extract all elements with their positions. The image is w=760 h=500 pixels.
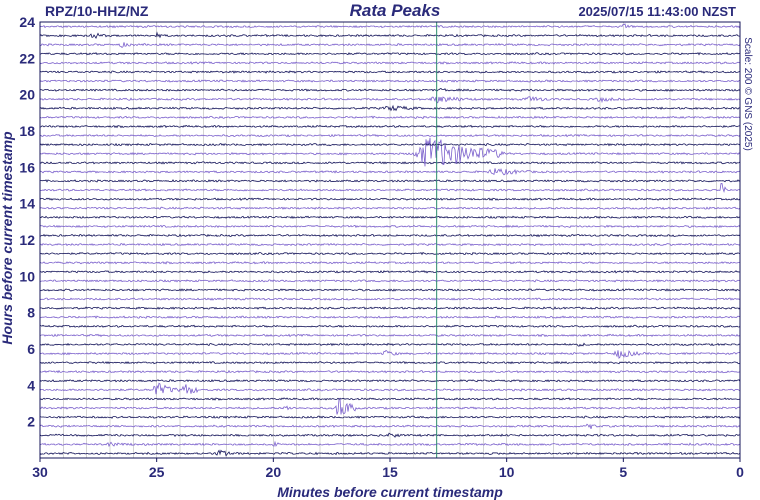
- seismic-trace: [39, 306, 741, 310]
- seismic-trace: [39, 397, 741, 401]
- seismic-trace: [39, 342, 741, 347]
- seismic-trace: [39, 182, 741, 194]
- seismic-trace: [39, 31, 740, 39]
- x-tick-label: 20: [266, 464, 282, 480]
- y-tick-label: 20: [19, 87, 35, 103]
- x-tick-label: 15: [382, 464, 398, 480]
- gridlines: [63, 22, 717, 458]
- x-tick-label: 5: [619, 464, 627, 480]
- seismic-trace: [39, 415, 741, 419]
- seismic-trace: [39, 379, 741, 383]
- seismic-trace: [39, 88, 741, 92]
- y-tick-label: 8: [27, 305, 35, 321]
- x-tick-label: 0: [736, 464, 744, 480]
- seismic-trace: [39, 142, 741, 147]
- seismic-trace: [39, 315, 741, 319]
- seismic-trace: [39, 423, 741, 430]
- scale-credit: Scale: 200 © GNS (2025): [742, 37, 753, 151]
- y-tick-label: 18: [19, 123, 35, 139]
- seismic-trace: [39, 197, 741, 201]
- seismic-trace: [39, 206, 741, 210]
- seismic-trace: [39, 270, 741, 274]
- seismic-trace: [39, 215, 741, 219]
- y-axis-label: Hours before current timestamp: [0, 131, 15, 345]
- seismic-trace: [39, 96, 741, 104]
- seismic-trace: [39, 23, 741, 29]
- seismic-trace: [39, 137, 741, 167]
- seismic-trace: [39, 224, 741, 229]
- y-tick-label: 14: [19, 196, 35, 212]
- seismic-trace: [39, 52, 741, 56]
- x-tick-label: 30: [32, 464, 48, 480]
- seismic-traces: [39, 23, 741, 457]
- x-axis-label: Minutes before current timestamp: [277, 484, 503, 500]
- y-tick-label: 24: [19, 14, 35, 30]
- seismic-trace: [39, 251, 741, 256]
- seismic-trace: [39, 432, 741, 438]
- timestamp: 2025/07/15 11:43:00 NZST: [578, 4, 736, 19]
- seismic-trace: [39, 161, 741, 165]
- seismic-trace: [39, 333, 741, 338]
- seismic-trace: [39, 397, 740, 415]
- seismic-trace: [39, 369, 741, 374]
- seismic-trace: [39, 79, 741, 83]
- seismic-trace: [39, 288, 741, 292]
- seismic-trace: [39, 168, 740, 176]
- seismic-trace: [39, 260, 740, 265]
- station-code: RPZ/10-HHZ/NZ: [45, 3, 149, 19]
- seismic-trace: [39, 382, 741, 395]
- seismic-trace: [39, 449, 741, 457]
- seismic-trace: [40, 42, 741, 49]
- seismic-trace: [39, 324, 741, 328]
- seismic-trace: [39, 297, 741, 301]
- x-axis-ticks: 30 25 20 15 10 5 0: [32, 458, 744, 480]
- seismic-trace: [39, 242, 741, 247]
- y-tick-label: 2: [27, 414, 35, 430]
- x-tick-label: 10: [499, 464, 515, 480]
- seismic-trace: [39, 279, 741, 283]
- seismic-trace: [39, 233, 741, 238]
- seismic-trace: [39, 440, 741, 448]
- seismic-trace: [39, 349, 741, 359]
- seismic-trace: [39, 133, 741, 138]
- seismic-trace: [39, 104, 741, 112]
- seismic-trace: [39, 124, 741, 129]
- y-tick-label: 22: [19, 50, 35, 66]
- seismic-trace: [39, 70, 741, 74]
- site-name: Rata Peaks: [350, 1, 441, 20]
- seismic-trace: [40, 179, 741, 183]
- seismic-trace: [39, 360, 741, 365]
- y-tick-label: 10: [19, 268, 35, 284]
- seismic-trace: [39, 61, 741, 65]
- y-tick-label: 4: [27, 377, 35, 393]
- seismic-trace: [39, 115, 741, 120]
- y-tick-label: 16: [19, 159, 35, 175]
- y-tick-label: 12: [19, 232, 35, 248]
- x-tick-label: 25: [149, 464, 165, 480]
- y-tick-label: 6: [27, 341, 35, 357]
